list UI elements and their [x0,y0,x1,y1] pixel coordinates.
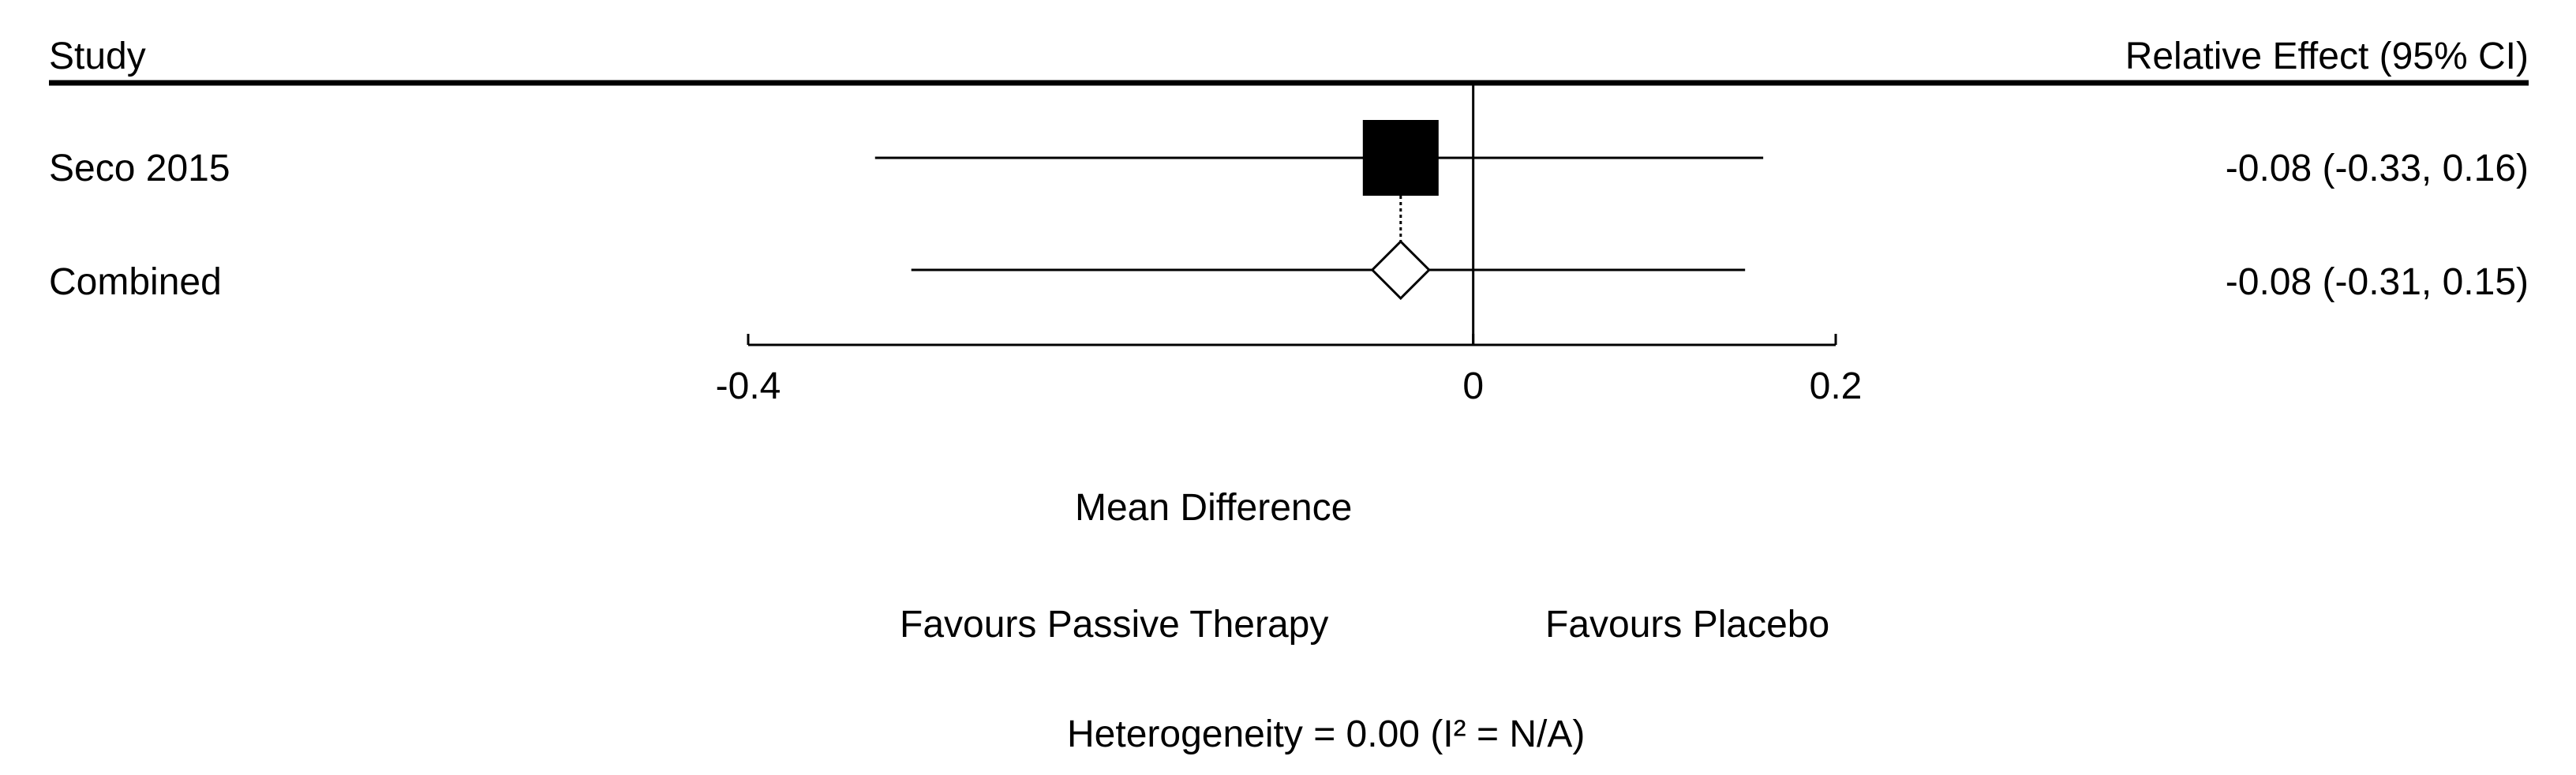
x-tick-label: 0 [1462,365,1484,407]
study-column-header: Study [49,36,146,77]
pooled-estimate-diamond [1370,239,1431,301]
x-axis-label: Mean Difference [1075,487,1353,529]
effect-value-combined: -0.08 (-0.31, 0.15) [2225,261,2529,303]
point-estimate-square [1362,120,1439,196]
favours-right-label: Favours Placebo [1545,604,1830,646]
x-tick-label: -0.4 [716,365,781,407]
favours-left-label: Favours Passive Therapy [900,604,1329,646]
x-tick-label: 0.2 [1810,365,1863,407]
heterogeneity-label: Heterogeneity = 0.00 (I² = N/A) [1067,713,1586,755]
plot-area: -0.4 0 0.2 [716,85,1863,407]
effect-column-header: Relative Effect (95% CI) [2125,36,2529,77]
effect-value-seco-2015: -0.08 (-0.33, 0.16) [2225,148,2529,189]
study-name-combined: Combined [49,261,222,303]
study-name-seco-2015: Seco 2015 [49,148,230,189]
